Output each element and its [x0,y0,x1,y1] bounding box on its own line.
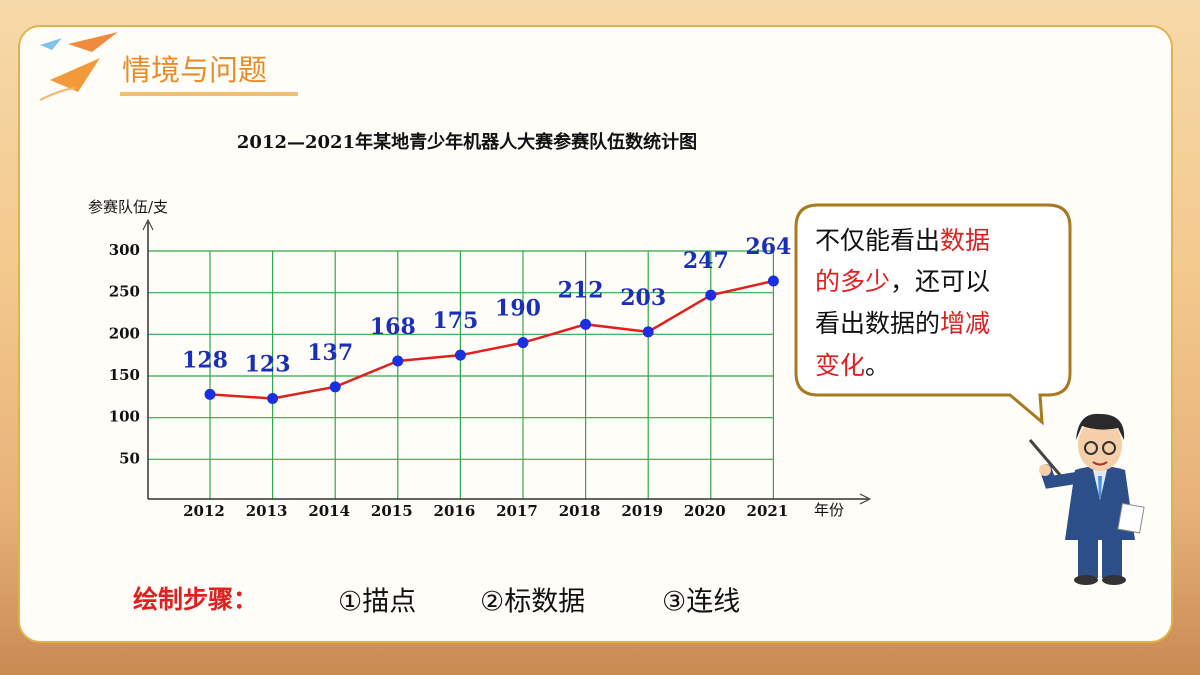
bubble-highlight: 数据 [940,226,990,255]
bubble-text: 看出数据的 [815,309,940,338]
chart-title: 2012—2021年某地青少年机器人大赛参赛队伍数统计图 [237,131,697,153]
data-point [267,393,279,404]
bubble-line: 变化。 [815,351,890,380]
y-axis-arrow [142,218,154,231]
y-tick-label: 300 [109,241,140,259]
data-label: 190 [495,296,541,322]
x-tick-label: 2019 [621,502,663,520]
bubble-highlight: 的多少 [815,267,890,296]
bubble-line: 的多少，还可以 [815,267,990,296]
y-tick-label: 100 [109,408,140,426]
x-tick-label: 2014 [308,502,350,520]
x-tick-label: 2016 [434,502,476,520]
data-label: 123 [245,352,291,378]
data-point [329,381,341,393]
bubble-highlight: 增减 [940,309,990,338]
x-tick-label: 2012 [183,502,225,520]
data-label: 203 [620,285,666,311]
x-tick-label: 2017 [496,502,538,520]
data-line [209,279,774,400]
y-tick-label: 150 [109,366,140,384]
data-point [454,349,466,361]
data-label: 128 [182,347,228,373]
y-tick-label: 200 [109,324,140,342]
x-axis-label: 年份 [814,501,844,519]
plot: 128 123 137 168 175 190 212 203 247 264 [182,234,791,404]
x-tick-label: 2020 [684,502,726,520]
grid: 50 100 150 200 250 300 2012 2013 2014 2015 2016 201… [109,241,789,520]
step: ③连线 [662,587,740,618]
data-point [767,275,779,287]
bubble-text: 。 [865,351,890,380]
section-title: 情境与问题 [122,53,267,87]
bubble-highlight: 变化 [815,351,865,380]
teacher-illustration [1028,413,1145,585]
data-label: 137 [307,340,353,366]
title-underline [120,92,298,96]
x-tick-label: 2013 [246,502,288,520]
data-label: 175 [432,308,478,334]
data-label: 212 [558,277,604,303]
data-point [580,318,592,330]
bubble-line: 不仅能看出数据 [815,226,990,255]
bubble-text: 不仅能看出 [815,226,940,255]
data-point [517,337,529,349]
steps-label: 绘制步骤： [133,585,258,614]
x-axis-arrow [859,493,872,505]
data-point [204,388,216,400]
x-tick-label: 2015 [371,502,413,520]
data-label: 264 [745,234,791,260]
step: ②标数据 [480,587,585,618]
data-point [392,355,404,367]
data-label: 168 [370,314,416,340]
y-axis-label: 参赛队伍/支 [88,198,168,216]
x-tick-label: 2018 [559,502,601,520]
speech-bubble [794,203,1072,426]
paper-planes [39,32,118,101]
data-point [705,289,717,301]
data-point [642,326,654,338]
step: ①描点 [338,587,416,618]
bubble-text: ，还可以 [890,267,990,296]
y-tick-label: 250 [109,283,140,301]
x-tick-label: 2021 [747,502,789,520]
data-label: 247 [683,248,729,274]
bubble-line: 看出数据的增减 [815,309,990,338]
y-tick-label: 50 [119,449,140,467]
